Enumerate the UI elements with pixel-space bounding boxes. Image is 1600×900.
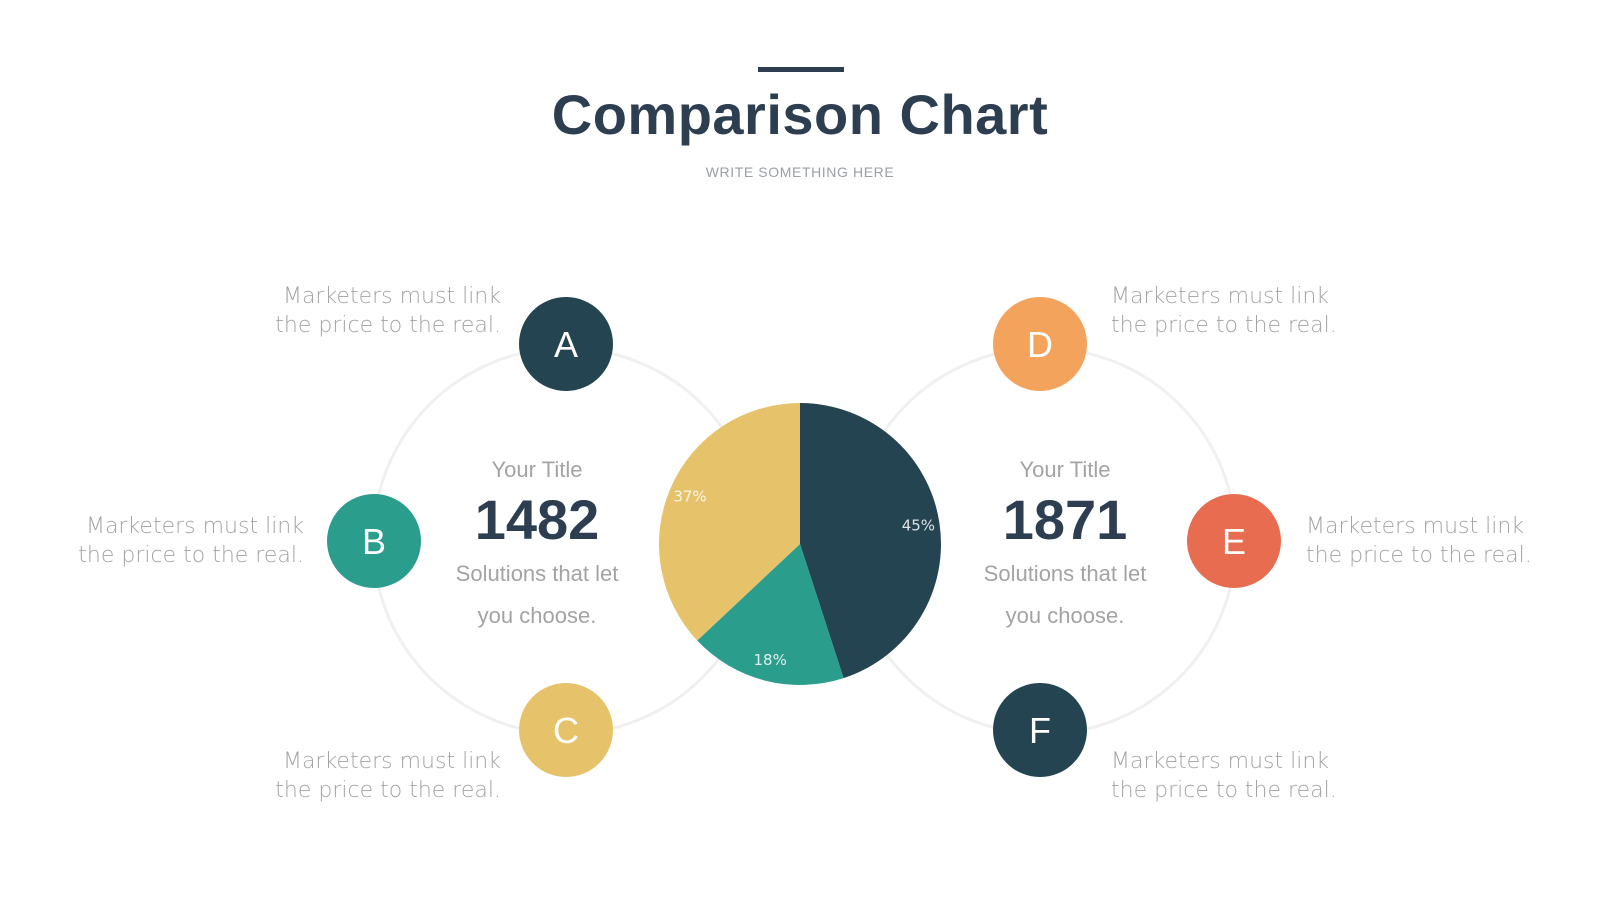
- node-f-circle: [993, 683, 1087, 777]
- right-summary-text: Solutions that let you choose.: [983, 561, 1147, 628]
- node-d-circle: [993, 297, 1087, 391]
- pie-label-18: 18%: [754, 651, 787, 669]
- node-b: B: [327, 494, 421, 588]
- node-e-circle: [1187, 494, 1281, 588]
- node-a: A: [519, 297, 613, 391]
- node-e-letter: E: [1222, 521, 1246, 562]
- left-summary-title: Your Title: [491, 457, 583, 482]
- right-summary: Your Title 1871 Solutions that let you c…: [955, 455, 1175, 637]
- left-summary-text: Solutions that let you choose.: [455, 561, 619, 628]
- pie-slice-18: [697, 544, 844, 685]
- pie-label-45: 45%: [902, 516, 935, 534]
- node-f-letter: F: [1029, 710, 1051, 751]
- node-e: E: [1187, 494, 1281, 588]
- left-summary: Your Title 1482 Solutions that let you c…: [427, 455, 647, 637]
- node-f: F: [993, 683, 1087, 777]
- node-c-circle: [519, 683, 613, 777]
- right-summary-number: 1871: [1002, 488, 1128, 551]
- node-c: C: [519, 683, 613, 777]
- page-subtitle: WRITE SOMETHING HERE: [705, 164, 895, 180]
- right-summary-title: Your Title: [1019, 457, 1111, 482]
- node-f-description: Marketers must link the price to the rea…: [1111, 749, 1337, 803]
- node-c-description: Marketers must link the price to the rea…: [275, 749, 501, 803]
- title-accent-bar: [758, 67, 844, 72]
- node-c-letter: C: [553, 710, 579, 751]
- pie-slice-45: [800, 403, 942, 679]
- node-a-circle: [519, 297, 613, 391]
- node-d: D: [993, 297, 1087, 391]
- pie-chart: 45% 18% 37%: [659, 403, 942, 685]
- node-e-description: Marketers must link the price to the rea…: [1306, 514, 1532, 568]
- node-b-description: Marketers must link the price to the rea…: [78, 514, 304, 568]
- left-summary-number: 1482: [474, 488, 600, 551]
- node-b-circle: [327, 494, 421, 588]
- node-d-description: Marketers must link the price to the rea…: [1111, 284, 1337, 338]
- node-b-letter: B: [362, 521, 386, 562]
- node-a-description: Marketers must link the price to the rea…: [275, 284, 501, 338]
- pie-label-37: 37%: [673, 487, 706, 505]
- node-d-letter: D: [1027, 324, 1053, 365]
- pie-slice-37: [659, 403, 800, 641]
- page-title: Comparison Chart: [551, 83, 1049, 146]
- node-a-letter: A: [554, 324, 578, 365]
